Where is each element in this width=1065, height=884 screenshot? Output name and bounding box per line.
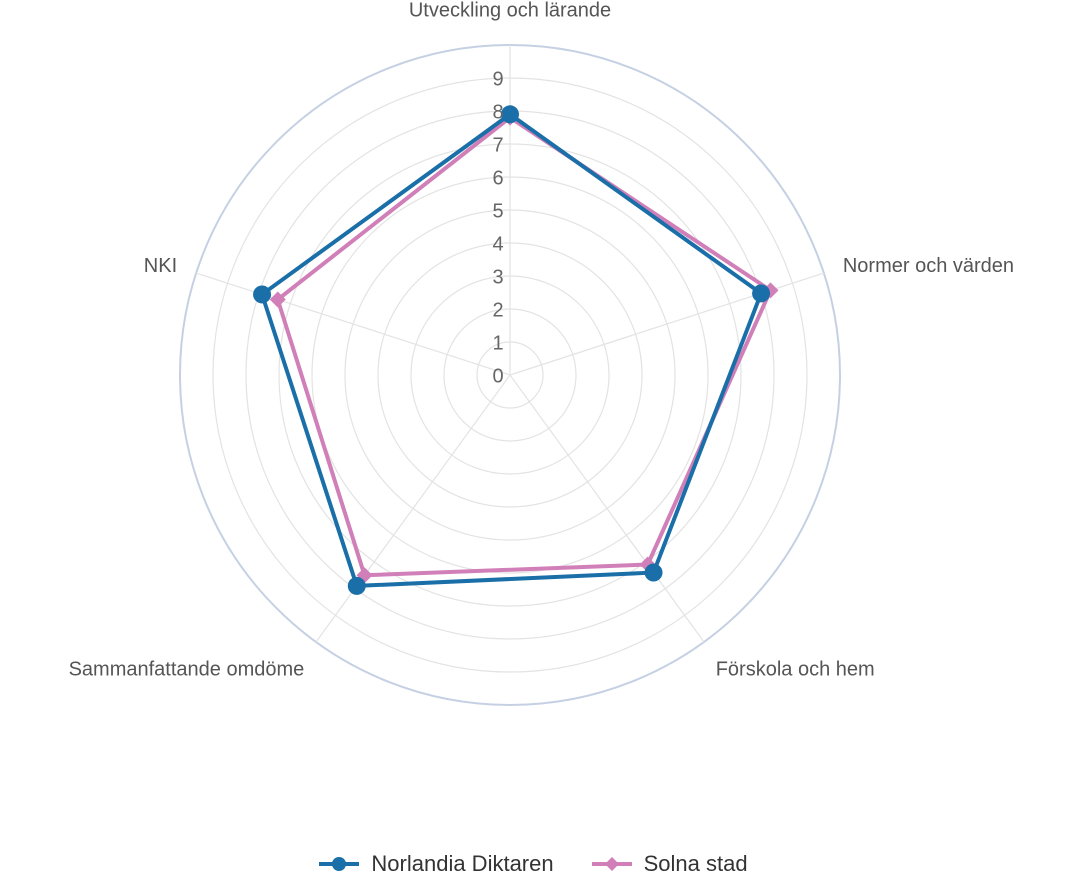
series-0 (253, 105, 771, 595)
legend-item-norlandia-diktaren[interactable]: Norlandia Diktaren (317, 851, 554, 877)
axis-label: Sammanfattande omdöme (69, 658, 305, 680)
tick-label: 7 (492, 134, 503, 156)
data-point[interactable] (269, 291, 286, 308)
data-point[interactable] (347, 576, 366, 595)
axis-label: Normer och värden (843, 255, 1014, 277)
circle-marker-icon (319, 857, 360, 871)
legend-label: Solna stad (643, 851, 748, 876)
data-point[interactable] (501, 105, 519, 124)
legend-item-solna-stad[interactable]: Solna stad (590, 851, 748, 877)
spoke-line (315, 374, 511, 643)
series-line (275, 115, 773, 578)
spoke-line (195, 272, 511, 376)
data-point[interactable] (644, 563, 663, 582)
diamond-marker-icon (591, 857, 632, 871)
axis-label: NKI (144, 255, 177, 277)
tick-label: 1 (492, 332, 503, 354)
tick-label: 3 (492, 266, 503, 288)
tick-label: 4 (492, 233, 503, 255)
axis-label: Förskola och hem (716, 658, 875, 680)
axis-label: Utveckling och lärande (409, 0, 611, 21)
data-point[interactable] (253, 285, 272, 304)
legend: Norlandia Diktaren Solna stad (0, 844, 1065, 884)
tick-label: 8 (492, 101, 503, 123)
legend-label: Norlandia Diktaren (371, 851, 554, 876)
axes (195, 45, 825, 643)
tick-label: 9 (492, 68, 503, 90)
tick-label: 5 (492, 200, 503, 222)
spoke-line (509, 374, 705, 643)
labels: 0 1 2 3 4 5 6 7 8 9 Utveckling och lärande Normer o… (69, 0, 1014, 680)
data-point[interactable] (752, 284, 771, 303)
series-line (260, 112, 764, 588)
tick-label: 6 (492, 167, 503, 189)
series (253, 105, 779, 595)
tick-label: 0 (492, 365, 503, 387)
tick-label: 2 (492, 299, 503, 321)
series-1 (269, 109, 779, 584)
